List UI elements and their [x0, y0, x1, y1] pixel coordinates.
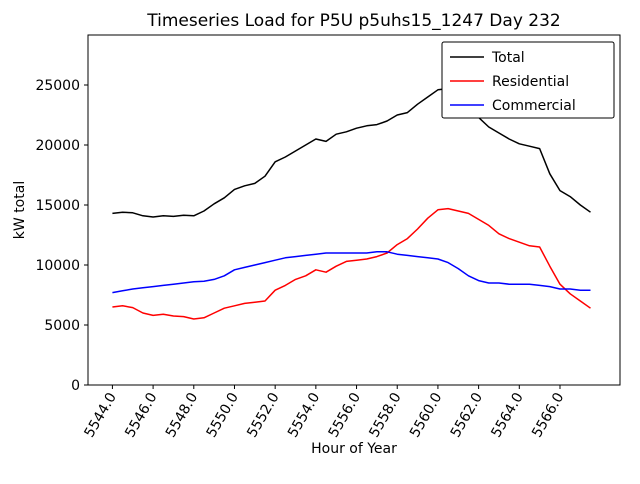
x-axis-label: Hour of Year [311, 441, 397, 457]
series-line-total [112, 87, 591, 218]
y-tick-label: 5000 [44, 318, 80, 334]
y-tick-label: 20000 [35, 138, 80, 154]
y-tick-label: 15000 [35, 198, 80, 214]
chart-title: Timeseries Load for P5U p5uhs15_1247 Day… [146, 11, 560, 31]
series-line-commercial [112, 251, 591, 294]
y-tick-label: 0 [71, 378, 80, 394]
y-tick-label: 25000 [35, 78, 80, 94]
y-axis-label: kW total [12, 181, 28, 239]
series-line-residential [112, 207, 591, 320]
legend: Total Residential Commercial [441, 41, 615, 119]
legend-box [441, 41, 615, 119]
legend-label-commercial: Commercial [492, 98, 576, 114]
legend-label-total: Total [491, 50, 525, 66]
legend-label-residential: Residential [492, 74, 569, 90]
y-tick-label: 10000 [35, 258, 80, 274]
